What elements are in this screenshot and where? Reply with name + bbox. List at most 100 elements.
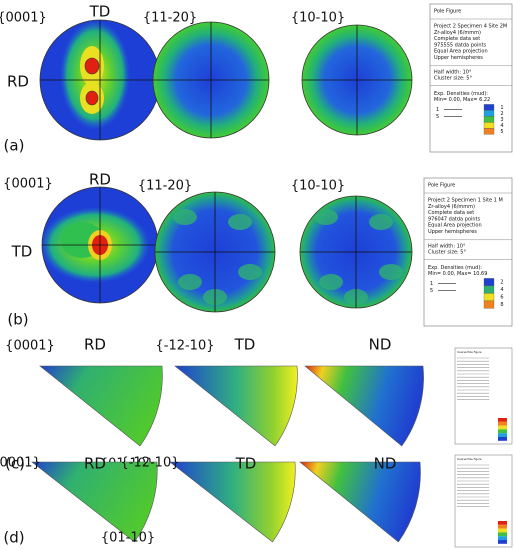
label: ND — [374, 455, 397, 473]
label: Zr-alloy4 (6/mmm) — [434, 30, 481, 36]
label: 975555 datda points — [434, 42, 486, 48]
scale-swatch — [483, 122, 495, 129]
density — [228, 214, 252, 230]
label: 4 — [500, 287, 503, 293]
label: TD — [11, 243, 33, 261]
label: Inverse Pole Figure — [457, 457, 482, 461]
label: Upper hemispheres — [434, 55, 483, 61]
pole-figure — [155, 192, 275, 312]
scale-swatch — [498, 433, 507, 437]
scale-swatch — [498, 536, 507, 540]
scale-swatch — [498, 425, 507, 430]
label: Half width: 10° — [434, 69, 472, 75]
ipf-sector — [174, 365, 298, 447]
scale-swatch — [483, 285, 495, 294]
label: {0001} — [5, 339, 55, 354]
legend-box — [429, 3, 513, 153]
label: Min= 0.00, Max= 10.69 — [428, 271, 487, 277]
scale-swatch — [498, 418, 507, 422]
label: {-12-10} — [155, 339, 214, 354]
label: Complete data set — [428, 210, 474, 216]
ipf-sector — [39, 365, 163, 447]
scale-swatch — [483, 128, 495, 135]
label: {0001} — [0, 11, 47, 26]
scale-swatch — [498, 429, 507, 434]
pole-outline — [152, 21, 270, 139]
label: RD — [7, 73, 29, 91]
pole-figure — [42, 187, 158, 303]
label: 5 — [500, 129, 503, 135]
label: 2 — [500, 111, 503, 117]
label: Inverse Pole Figure — [457, 350, 482, 354]
pole-outline — [299, 195, 413, 309]
label: RD — [89, 171, 111, 189]
pole-figure — [153, 22, 269, 138]
label: {0001} — [3, 177, 53, 192]
density — [369, 214, 393, 230]
pole-outline — [301, 24, 413, 136]
scale-swatch — [498, 540, 507, 544]
label: {10-10} — [291, 11, 345, 26]
scale-swatch — [498, 524, 507, 529]
label: {11-20} — [143, 11, 197, 26]
label: (b) — [7, 311, 28, 329]
label: 1 — [430, 281, 433, 287]
density — [319, 274, 343, 290]
label: 6 — [500, 295, 503, 301]
label: TD — [235, 455, 257, 473]
label: Equal Area projection — [434, 49, 488, 55]
label: (c) — [5, 455, 25, 473]
label: {11-20} — [138, 179, 192, 194]
density — [238, 264, 262, 280]
ipf-sector — [31, 461, 158, 543]
scale-swatch — [483, 278, 495, 287]
label: {0001} — [0, 456, 41, 471]
label: Cluster size: 5° — [434, 76, 472, 82]
label: Half width: 10° — [428, 243, 466, 249]
label: 5 — [436, 114, 439, 120]
label: TD — [89, 3, 111, 21]
scale-swatch — [498, 521, 507, 525]
label: {-12-10} — [120, 456, 179, 471]
label: Min= 0.00, Max= 6.22 — [434, 97, 490, 103]
scale-swatch — [483, 300, 495, 309]
label: {01-10} — [101, 531, 155, 546]
label: (d) — [3, 529, 24, 547]
ipf-sector — [169, 461, 296, 543]
density — [178, 274, 202, 290]
label: Upper hemispheres — [428, 229, 477, 235]
label: {10-10} — [291, 179, 345, 194]
scale-swatch — [498, 532, 507, 537]
density — [84, 57, 100, 75]
density — [379, 264, 403, 280]
label: Project 2 Specimen 1 Site 1 M — [428, 198, 503, 204]
label: Cluster size: 5° — [428, 250, 466, 256]
label: 1 — [500, 105, 503, 111]
scale-swatch — [498, 437, 507, 441]
label: 4 — [500, 123, 503, 129]
density — [85, 90, 99, 106]
label: (a) — [4, 137, 25, 155]
density — [314, 209, 338, 225]
density — [173, 209, 197, 225]
label: 2 — [500, 280, 503, 286]
ipf-sector — [304, 365, 424, 447]
pole-figure — [302, 25, 412, 135]
label: 8 — [500, 302, 503, 308]
pole-figure — [40, 20, 160, 140]
label: Pole Figure — [434, 9, 461, 15]
label: 3 — [500, 117, 503, 123]
scale-swatch — [483, 110, 495, 117]
label: Exp. Densities (mud): — [434, 91, 488, 97]
pole-outline — [154, 191, 276, 313]
label: Project 2 Specimen 4 Site 2M — [434, 24, 507, 30]
label: Complete data set — [434, 36, 480, 42]
legend-box — [423, 177, 513, 327]
label: 976047 datda points — [428, 216, 480, 222]
scale-swatch — [498, 528, 507, 533]
scale-swatch — [483, 116, 495, 123]
label: RD — [84, 455, 106, 473]
label: TD — [234, 336, 256, 354]
label: Zr-alloy4 (6/mmm) — [428, 204, 475, 210]
